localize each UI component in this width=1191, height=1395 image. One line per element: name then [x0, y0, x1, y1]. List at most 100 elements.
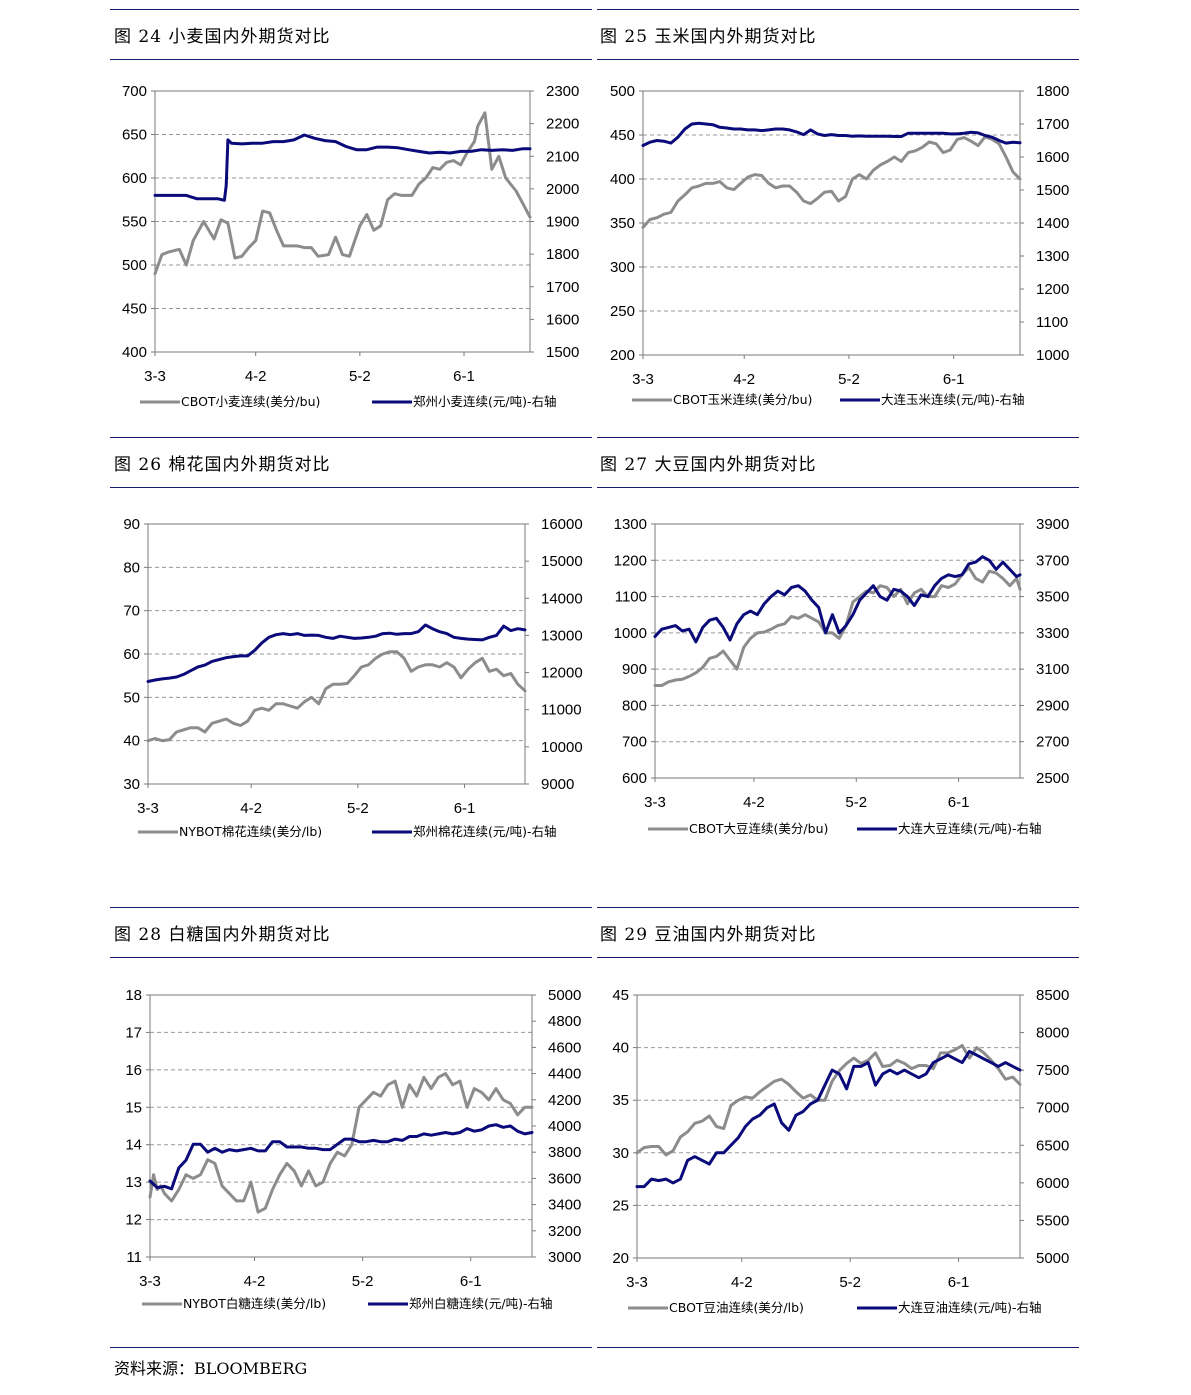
y-left-tick-label: 35 [612, 1092, 629, 1109]
y-right-tick-label: 6000 [1036, 1175, 1069, 1192]
x-tick-label: 6-1 [948, 1274, 970, 1291]
rule-mid1-right [597, 437, 1079, 438]
x-tick-label: 5-2 [845, 794, 867, 811]
y-left-tick-label: 550 [122, 214, 147, 231]
y-right-tick-label: 4000 [548, 1118, 581, 1135]
y-left-tick-label: 16 [125, 1062, 142, 1079]
plot-frame [636, 994, 1021, 1259]
y-right-tick-label: 11000 [541, 702, 582, 719]
legend-label: 郑州白糖连续(元/吨)-右轴 [409, 1296, 552, 1311]
y-left-tick-label: 70 [123, 603, 140, 620]
y-right-tick-label: 2300 [546, 83, 579, 100]
rule-title-left [110, 59, 592, 60]
y-right-tick-label: 2000 [546, 181, 579, 198]
y-right-tick-label: 5000 [1036, 1250, 1069, 1267]
y-right-tick-label: 4200 [548, 1092, 581, 1109]
x-tick-label: 6-1 [460, 1273, 482, 1290]
y-right-tick-label: 3000 [548, 1249, 581, 1266]
y-left-tick-label: 700 [622, 734, 647, 751]
y-right-tick-label: 1500 [1036, 182, 1069, 199]
y-left-tick-label: 450 [610, 127, 635, 144]
series-line-domestic-gray [635, 1044, 1022, 1157]
y-right-tick-label: 3500 [1036, 589, 1069, 606]
legend-label: 大连豆油连续(元/吨)-右轴 [898, 1300, 1041, 1315]
y-right-tick-label: 1400 [1036, 215, 1069, 232]
y-right-tick-label: 9000 [541, 776, 574, 793]
x-tick-label: 5-2 [349, 368, 371, 385]
y-left-tick-label: 600 [122, 170, 147, 187]
x-tick-label: 4-2 [244, 1273, 266, 1290]
y-right-tick-label: 2200 [546, 116, 579, 133]
x-tick-label: 4-2 [240, 800, 262, 817]
x-tick-label: 4-2 [733, 371, 755, 388]
x-tick-label: 4-2 [743, 794, 765, 811]
y-left-tick-label: 30 [123, 776, 140, 793]
chart-6: 20 25 30 35 40 45 5000 5500 6000 6500 7000 7500 8000… [612, 987, 1069, 1315]
y-right-tick-label: 1200 [1036, 281, 1069, 298]
rule-mid1-left [110, 437, 592, 438]
y-left-tick-label: 13 [125, 1174, 142, 1191]
rule-mid2b-right [597, 957, 1079, 958]
y-left-tick-label: 1100 [615, 589, 647, 606]
series-line-navy [641, 121, 1022, 147]
y-left-tick-label: 14 [125, 1137, 142, 1154]
y-right-tick-label: 3100 [1036, 661, 1069, 678]
x-tick-label: 3-3 [626, 1274, 648, 1291]
x-tick-label: 5-2 [347, 800, 369, 817]
y-right-tick-label: 7500 [1036, 1062, 1069, 1079]
rule-mid1b-right [597, 487, 1079, 488]
chart-4: 600 700 800 900 1000 1100 1200 1300 2500 2700 2900… [614, 516, 1070, 836]
rule-mid1b-left [110, 487, 592, 488]
y-right-tick-label: 3900 [1036, 516, 1069, 533]
x-tick-label: 3-3 [644, 794, 666, 811]
rule-top-right [597, 9, 1079, 10]
x-tick-label: 6-1 [453, 368, 475, 385]
y-right-tick-label: 10000 [541, 739, 583, 756]
series-line-navy [153, 133, 532, 202]
x-tick-label: 6-1 [454, 800, 476, 817]
y-left-tick-label: 45 [612, 987, 629, 1004]
y-left-tick-label: 650 [122, 127, 147, 144]
y-right-tick-label: 1000 [1036, 347, 1069, 364]
y-left-tick-label: 250 [610, 303, 635, 320]
y-left-tick-label: 1000 [614, 625, 647, 642]
rule-bottom-left [110, 1347, 592, 1348]
x-tick-label: 5-2 [838, 371, 860, 388]
y-right-tick-label: 16000 [541, 516, 583, 533]
chart-5: 11 12 13 14 15 16 17 18 3000 3200 3400 3600 3800 4000… [125, 987, 581, 1311]
y-right-tick-label: 12000 [541, 665, 583, 682]
y-right-tick-label: 4400 [548, 1066, 581, 1083]
x-tick-label: 6-1 [948, 794, 970, 811]
x-tick-label: 3-3 [632, 371, 654, 388]
y-right-tick-label: 2900 [1036, 697, 1069, 714]
series-line-navy [148, 1123, 534, 1191]
y-left-tick-label: 400 [122, 344, 147, 361]
y-left-tick-label: 800 [622, 697, 647, 714]
legend-label: 郑州棉花连续(元/吨)-右轴 [413, 824, 556, 839]
y-right-tick-label: 1500 [546, 344, 579, 361]
y-right-tick-label: 2500 [1036, 770, 1069, 787]
y-right-tick-label: 14000 [541, 590, 583, 607]
figure-title-27: 图 27 大豆国内外期货对比 [600, 455, 817, 475]
figure-title-26: 图 26 棉花国内外期货对比 [114, 455, 331, 475]
legend-label: 大连玉米连续(元/吨)-右轴 [881, 392, 1024, 407]
y-left-tick-label: 900 [622, 661, 647, 678]
series-line-domestic-gray [153, 111, 532, 276]
y-right-tick-label: 1600 [1036, 149, 1069, 166]
y-left-tick-label: 80 [123, 559, 140, 576]
rule-title-right [597, 59, 1079, 60]
y-left-tick-label: 450 [122, 301, 147, 318]
y-left-tick-label: 12 [125, 1212, 142, 1229]
y-left-tick-label: 1200 [614, 552, 647, 569]
y-left-tick-label: 17 [125, 1024, 142, 1041]
chart-1: 400 450 500 550 600 650 700 1500 1600 1700 1800 190… [122, 83, 579, 409]
y-right-tick-label: 2100 [546, 148, 579, 165]
y-right-tick-label: 1800 [546, 246, 579, 263]
x-tick-label: 3-3 [137, 800, 159, 817]
x-tick-label: 3-3 [139, 1273, 161, 1290]
y-left-tick-label: 600 [622, 770, 647, 787]
legend-label: NYBOT白糖连续(美分/lb) [183, 1296, 326, 1311]
y-left-tick-label: 20 [612, 1250, 629, 1267]
y-right-tick-label: 5000 [548, 987, 581, 1004]
